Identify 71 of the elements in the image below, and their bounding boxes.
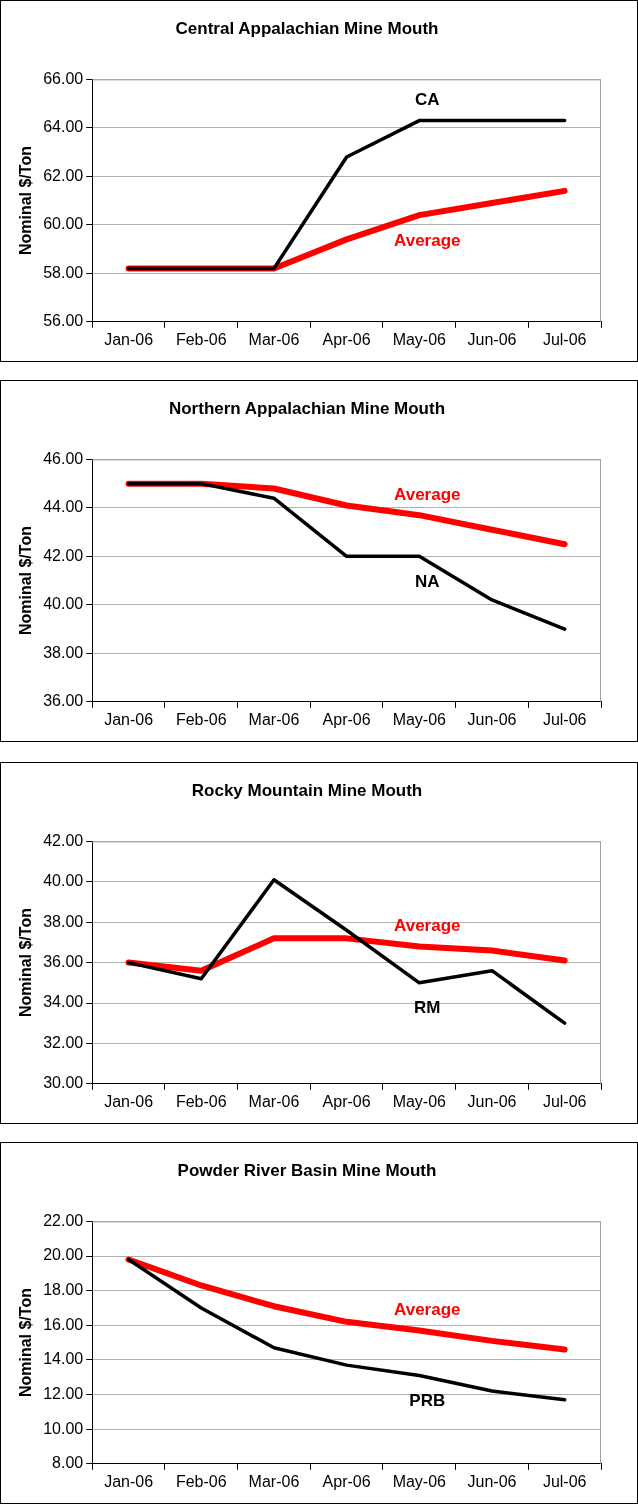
chart-title: Northern Appalachian Mine Mouth [168, 398, 446, 418]
series-label: Average [394, 1300, 461, 1320]
y-tick-label: 14.00 [43, 1350, 84, 1368]
y-tick-label: 46.00 [43, 449, 84, 467]
y-tick-label: 20.00 [43, 1246, 84, 1264]
y-tick-label: 12.00 [43, 1384, 84, 1402]
chart-title: Rocky Mountain Mine Mouth [191, 780, 423, 800]
series-label: Average [394, 916, 461, 936]
x-tick-label: May-06 [392, 710, 447, 728]
chart-title: Central Appalachian Mine Mouth [175, 18, 439, 38]
x-tick-label: May-06 [392, 330, 447, 348]
x-tick-label: Jun-06 [467, 1472, 517, 1490]
x-tick-label: Feb-06 [175, 330, 227, 348]
x-tick-label: Mar-06 [248, 330, 300, 348]
y-axis-title: Nominal $/Ton [17, 908, 35, 1018]
y-tick-label: 42.00 [43, 546, 84, 564]
y-axis-title: Nominal $/Ton [17, 146, 35, 256]
y-tick-label: 64.00 [43, 118, 84, 136]
x-tick-label: Apr-06 [322, 330, 371, 348]
y-tick-label: 56.00 [43, 312, 84, 330]
x-tick-label: Jan-06 [104, 1472, 154, 1490]
y-axis-title: Nominal $/Ton [17, 526, 35, 636]
y-tick-label: 40.00 [43, 595, 84, 613]
x-tick-label: Jul-06 [542, 1092, 587, 1110]
x-tick-label: Jan-06 [104, 1092, 154, 1110]
x-tick-label: May-06 [392, 1092, 447, 1110]
chart-title: Powder River Basin Mine Mouth [177, 1160, 437, 1180]
x-tick-label: Jul-06 [542, 710, 587, 728]
y-tick-label: 60.00 [43, 215, 84, 233]
x-tick-label: Jul-06 [542, 330, 587, 348]
y-tick-label: 30.00 [43, 1074, 84, 1092]
x-tick-label: Jun-06 [467, 1092, 517, 1110]
x-tick-label: Mar-06 [248, 710, 300, 728]
series-label: Average [394, 484, 461, 504]
x-tick-label: May-06 [392, 1472, 447, 1490]
y-tick-label: 32.00 [43, 1033, 84, 1051]
y-tick-label: 8.00 [52, 1454, 84, 1472]
x-tick-label: Jun-06 [467, 330, 517, 348]
y-tick-label: 36.00 [43, 692, 84, 710]
y-tick-label: 42.00 [43, 831, 84, 849]
x-tick-label: Feb-06 [175, 1472, 227, 1490]
y-tick-label: 66.00 [43, 69, 84, 87]
y-tick-label: 38.00 [43, 912, 84, 930]
x-tick-label: Feb-06 [175, 1092, 227, 1110]
y-tick-label: 44.00 [43, 498, 84, 516]
x-tick-label: Jul-06 [542, 1472, 587, 1490]
y-axis-title: Nominal $/Ton [17, 1288, 35, 1398]
y-tick-label: 58.00 [43, 263, 84, 281]
y-tick-label: 34.00 [43, 993, 84, 1011]
y-tick-label: 36.00 [43, 953, 84, 971]
x-tick-label: Apr-06 [322, 1092, 371, 1110]
y-tick-label: 16.00 [43, 1315, 84, 1333]
y-tick-label: 10.00 [43, 1419, 84, 1437]
series-label: PRB [409, 1391, 446, 1411]
x-tick-label: Mar-06 [248, 1092, 300, 1110]
y-tick-label: 62.00 [43, 166, 84, 184]
series-label: CA [415, 90, 440, 110]
x-tick-label: Jun-06 [467, 710, 517, 728]
y-tick-label: 22.00 [43, 1211, 84, 1229]
series-label: Average [394, 230, 461, 250]
series-label: NA [415, 572, 440, 592]
y-tick-label: 40.00 [43, 872, 84, 890]
x-tick-label: Jan-06 [104, 710, 154, 728]
x-tick-label: Jan-06 [104, 330, 154, 348]
x-tick-label: Apr-06 [322, 1472, 371, 1490]
series-label: RM [414, 998, 441, 1018]
x-tick-label: Feb-06 [175, 710, 227, 728]
x-tick-label: Apr-06 [322, 710, 371, 728]
x-tick-label: Mar-06 [248, 1472, 300, 1490]
y-tick-label: 18.00 [43, 1281, 84, 1299]
y-tick-label: 38.00 [43, 643, 84, 661]
